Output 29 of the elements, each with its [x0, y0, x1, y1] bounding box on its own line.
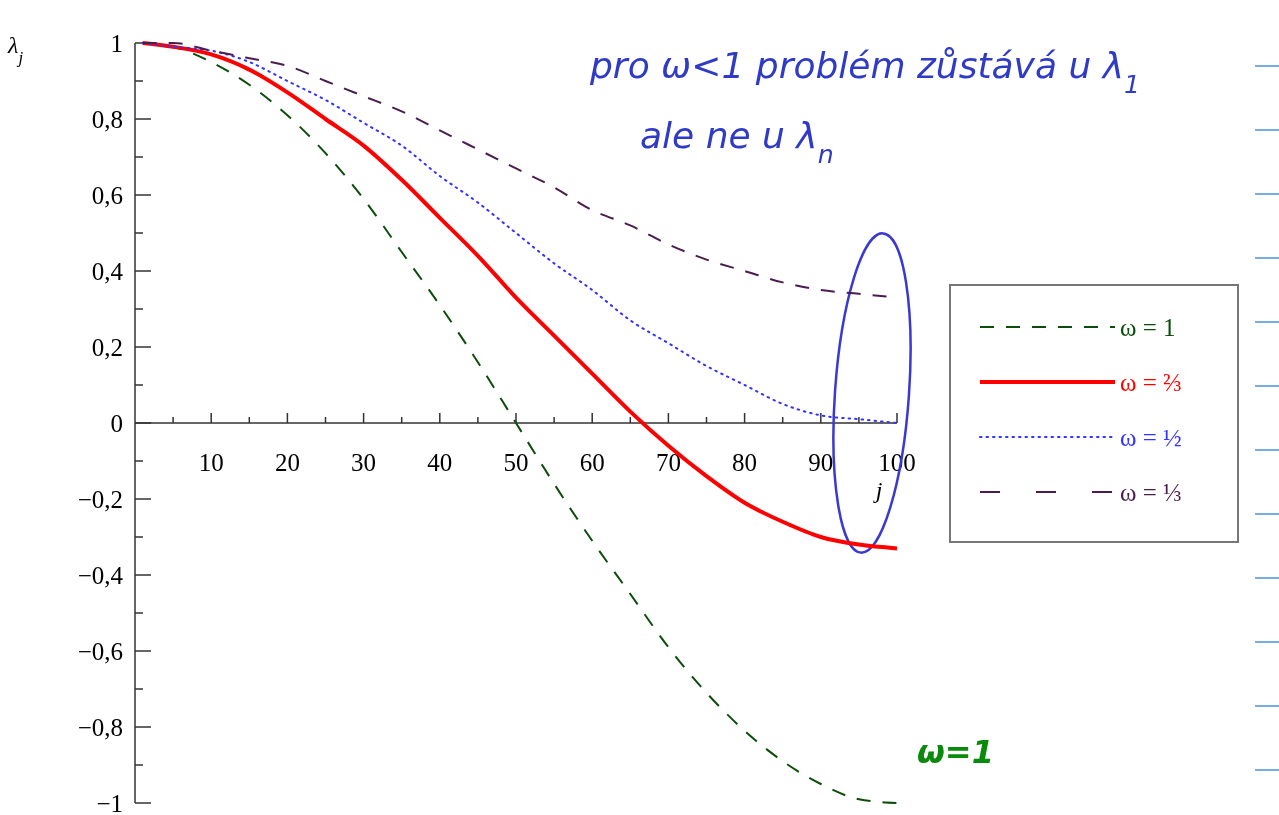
x-tick-label: 80 [732, 449, 758, 476]
y-tick-label: −1 [96, 789, 123, 815]
x-tick-label: 30 [351, 449, 377, 476]
y-tick-label: −0,2 [77, 485, 123, 513]
x-tick-label: 50 [503, 449, 529, 476]
y-tick-label: 0,2 [91, 333, 123, 361]
x-tick-label: 20 [274, 449, 300, 476]
x-tick-label: 60 [579, 449, 605, 476]
y-tick-label: 0,8 [91, 105, 123, 133]
text: ω = 1 [1120, 313, 1176, 341]
text: ω = ½ [1120, 423, 1182, 451]
annotation: ale ne u λ$_{n}$ [640, 115, 834, 169]
x-tick-label: 90 [808, 449, 834, 476]
y-tick-label: 0 [110, 409, 123, 437]
x-tick-label: 10 [198, 449, 224, 476]
y-tick-label: −0,6 [77, 637, 123, 665]
x-axis-title: j [872, 477, 883, 503]
text: ω = ⅓ [1120, 478, 1182, 506]
annotation: ω=1 [917, 733, 994, 771]
y-tick-label: −0,4 [77, 561, 124, 589]
x-tick-label: 70 [655, 449, 681, 476]
annotation: pro ω<1 problém zůstává u λ$_{1}$ [589, 45, 1141, 99]
y-tick-label: 0,6 [91, 181, 123, 209]
text: ω = ⅔ [1120, 368, 1182, 396]
y-axis-title: λ$_{j}$ [7, 32, 24, 67]
y-tick-label: 0,4 [91, 257, 124, 285]
y-tick-label: 1 [110, 29, 123, 57]
y-tick-label: −0,8 [77, 713, 123, 741]
x-tick-label: 40 [427, 449, 453, 476]
